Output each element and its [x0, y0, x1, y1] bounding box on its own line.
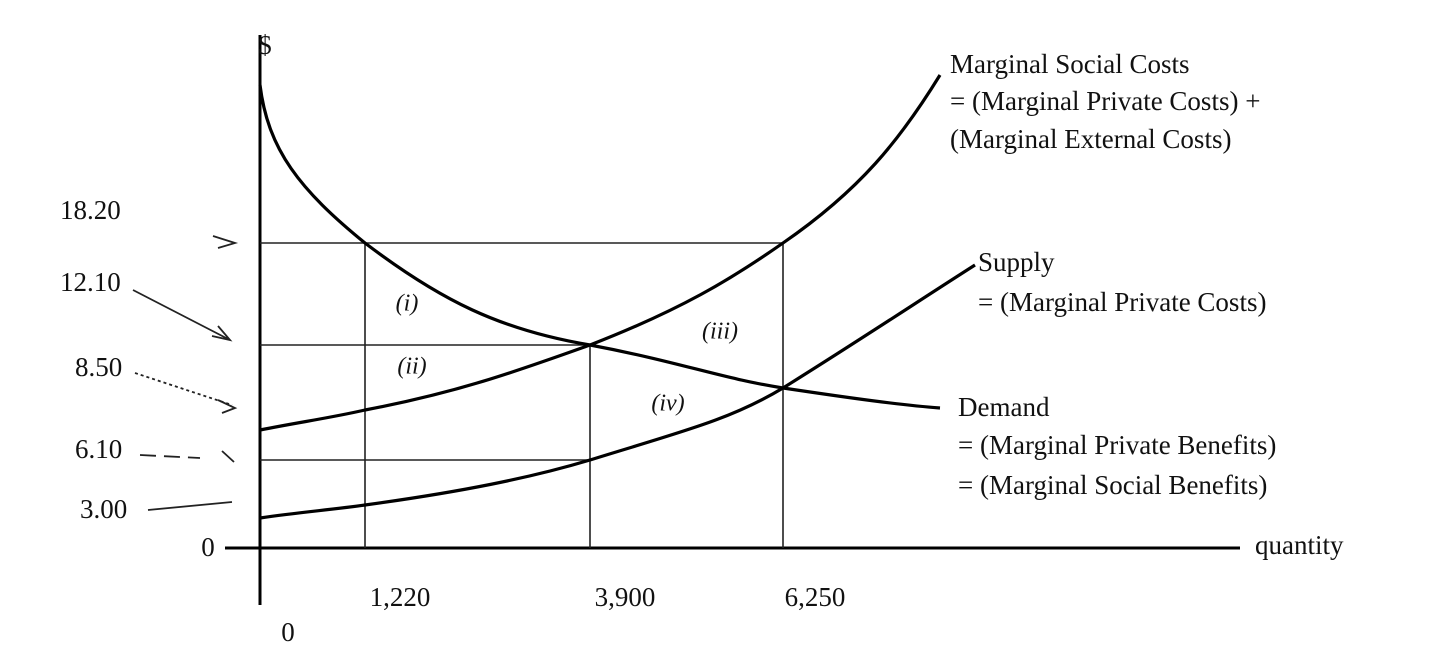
y-axis-label: $: [258, 30, 272, 60]
price-label: 6.10: [75, 434, 122, 464]
quantity-label: 1,220: [370, 582, 431, 612]
origin-label: 0: [281, 617, 295, 647]
arrow: [139, 454, 201, 459]
price-label: 8.50: [75, 352, 122, 382]
price-label: 12.10: [60, 267, 121, 297]
area-label: (i): [396, 291, 419, 317]
curve-label: Supply: [978, 247, 1055, 277]
curve-label: = (Marginal Private Costs) +: [950, 86, 1260, 116]
demand-curve: [258, 84, 941, 410]
supply-curve: [259, 263, 976, 520]
quantity-label: 3,900: [595, 582, 656, 612]
guide-lines: [260, 242, 784, 548]
curve-label: = (Marginal Social Benefits): [958, 470, 1267, 500]
origin-label: 0: [201, 532, 215, 562]
curve-label: (Marginal External Costs): [950, 124, 1231, 154]
area-label: (iii): [702, 319, 738, 345]
arrow: [217, 399, 238, 414]
marginal-social-cost-curve: [259, 74, 942, 432]
arrow: [147, 501, 233, 511]
price-label: 3.00: [80, 494, 127, 524]
curve-label: Marginal Social Costs: [950, 49, 1190, 79]
price-label: 18.20: [60, 195, 121, 225]
arrow: [134, 372, 233, 406]
price-pointers: [132, 235, 239, 511]
arrow: [132, 289, 233, 342]
curve-label: = (Marginal Private Costs): [978, 287, 1266, 317]
curve-label: = (Marginal Private Benefits): [958, 430, 1276, 460]
arrow: [212, 235, 239, 249]
area-label: (iv): [651, 391, 684, 417]
x-axis-label: quantity: [1255, 530, 1344, 560]
quantity-label: 6,250: [785, 582, 846, 612]
curve-label: Demand: [958, 392, 1050, 422]
arrow: [221, 450, 235, 463]
area-label: (ii): [397, 354, 426, 380]
